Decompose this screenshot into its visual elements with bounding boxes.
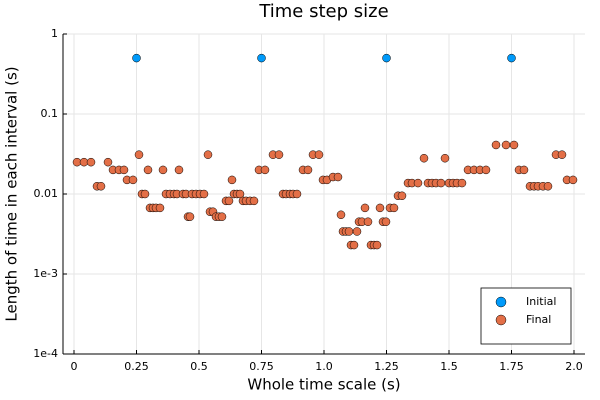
point — [363, 217, 373, 226]
point — [96, 181, 106, 191]
point — [360, 203, 370, 213]
point — [333, 172, 343, 182]
legend-box — [480, 287, 572, 345]
point — [413, 178, 423, 188]
point — [375, 203, 385, 213]
point — [174, 165, 184, 175]
point — [260, 165, 270, 175]
y-tick-label: 0.01 — [34, 187, 59, 200]
point — [185, 212, 195, 221]
point — [155, 203, 165, 213]
y-tick-label: 1 — [51, 27, 58, 40]
point — [314, 150, 324, 159]
point — [519, 165, 529, 175]
point — [86, 157, 96, 167]
point — [134, 150, 144, 159]
point — [440, 153, 450, 163]
x-tick-label: 1.75 — [499, 360, 524, 373]
point — [257, 53, 266, 63]
point — [557, 150, 567, 159]
point — [344, 227, 354, 236]
legend-label: Final — [526, 313, 551, 326]
point — [501, 140, 511, 150]
y-tick-label: 1e-4 — [33, 347, 58, 360]
point — [352, 227, 362, 236]
point — [143, 165, 153, 175]
point — [382, 53, 391, 63]
point — [543, 181, 553, 191]
point — [481, 165, 491, 175]
point — [507, 53, 516, 63]
point — [103, 157, 113, 167]
point — [336, 210, 346, 220]
x-tick-label: 0.5 — [190, 360, 208, 373]
point — [119, 165, 129, 175]
point — [381, 217, 391, 226]
legend-marker — [495, 314, 507, 326]
legend-label: Initial — [526, 295, 556, 308]
x-tick-label: 2.0 — [565, 360, 583, 373]
point — [128, 175, 138, 185]
point — [274, 150, 284, 159]
x-tick-label: 0 — [71, 360, 78, 373]
point — [132, 53, 141, 63]
x-tick-label: 1.25 — [374, 360, 399, 373]
point — [389, 203, 399, 213]
legend-marker — [495, 296, 507, 308]
point — [568, 175, 578, 185]
point — [292, 189, 302, 199]
point — [203, 150, 213, 159]
x-tick-label: 1.0 — [315, 360, 333, 373]
point — [227, 175, 237, 185]
x-tick-label: 0.75 — [249, 360, 274, 373]
y-tick-label: 0.1 — [41, 107, 59, 120]
x-tick-label: 1.5 — [440, 360, 458, 373]
point — [140, 189, 150, 199]
point — [491, 140, 501, 150]
point — [372, 240, 382, 250]
x-axis-label: Whole time scale (s) — [247, 376, 400, 394]
point — [397, 191, 407, 201]
point — [249, 196, 259, 206]
point — [224, 196, 234, 206]
point — [303, 165, 313, 175]
point — [349, 240, 359, 250]
y-axis-label: Length of time in each interval (s) — [3, 66, 21, 321]
point — [199, 189, 209, 199]
point — [217, 212, 227, 221]
x-tick-label: 0.25 — [124, 360, 149, 373]
chart-title: Time step size — [258, 1, 388, 22]
point — [158, 165, 168, 175]
point — [509, 140, 519, 150]
y-tick-label: 1e-3 — [33, 267, 58, 280]
point — [436, 178, 446, 188]
point — [457, 178, 467, 188]
point — [419, 153, 429, 163]
